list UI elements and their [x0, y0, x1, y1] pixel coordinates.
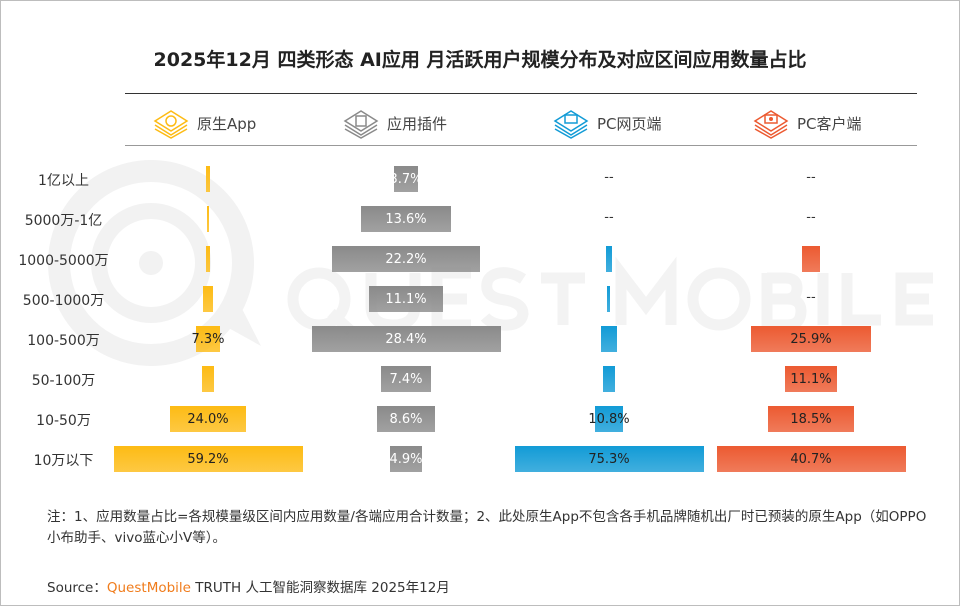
data-label: 25.9%	[790, 331, 832, 347]
bar	[607, 286, 611, 312]
data-label: 59.2%	[187, 451, 229, 467]
bar	[603, 366, 615, 392]
ai-plugin-icon	[343, 110, 379, 139]
data-label: 7.4%	[389, 371, 423, 387]
no-data-label: --	[604, 170, 614, 185]
data-label: 7.3%	[191, 331, 225, 347]
data-label: 11.1%	[790, 371, 832, 387]
legend-item-plugin: 应用插件	[341, 107, 447, 139]
data-label: 28.4%	[385, 331, 427, 347]
data-label: 22.2%	[385, 251, 427, 267]
legend-item-pc-web: PC网页端	[551, 107, 662, 139]
bar: 25.9%	[750, 326, 872, 352]
data-label: 18.5%	[790, 411, 832, 427]
bar: 13.6%	[360, 206, 452, 232]
bar	[606, 246, 612, 272]
bar: 11.1%	[369, 286, 443, 312]
source-line: Source：QuestMobile TRUTH 人工智能洞察数据库 2025年…	[47, 579, 450, 597]
bar: 8.6%	[377, 406, 435, 432]
data-label: 10.8%	[588, 411, 630, 427]
row-label: 50-100万	[31, 373, 96, 389]
bar	[202, 366, 214, 392]
bar: 40.7%	[716, 446, 906, 472]
bar	[203, 286, 213, 312]
data-label: 40.7%	[790, 451, 832, 467]
data-label: 11.1%	[385, 291, 427, 307]
bar	[802, 246, 820, 272]
source-prefix: Source：	[47, 580, 107, 596]
data-label: 13.6%	[385, 211, 427, 227]
row-label: 500-1000万	[22, 293, 105, 309]
header-bottom-rule	[125, 145, 917, 146]
row-label: 5000万-1亿	[24, 213, 103, 229]
bar: 59.2%	[113, 446, 303, 472]
bar	[206, 166, 210, 192]
source-brand: QuestMobile	[106, 580, 191, 596]
bar: 22.2%	[332, 246, 480, 272]
app-icon	[153, 110, 189, 139]
data-label: 3.7%	[389, 171, 423, 187]
monitor-icon	[553, 110, 589, 139]
data-label: 4.9%	[389, 451, 423, 467]
row-label: 1000-5000万	[18, 253, 109, 269]
no-data-label: --	[806, 290, 816, 305]
data-label: 75.3%	[588, 451, 630, 467]
source-text: TRUTH 人工智能洞察数据库 2025年12月	[190, 580, 450, 596]
no-data-label: --	[806, 170, 816, 185]
legend-label: 应用插件	[387, 114, 448, 133]
bar: 10.8%	[588, 406, 630, 432]
watermark-lettering	[287, 256, 933, 336]
bar: 7.3%	[191, 326, 225, 352]
bar: 18.5%	[768, 406, 854, 432]
bar: 3.7%	[389, 166, 423, 192]
bar: 11.1%	[785, 366, 837, 392]
no-data-label: --	[604, 210, 614, 225]
data-label: 24.0%	[187, 411, 229, 427]
bar: 4.9%	[389, 446, 423, 472]
no-data-label: --	[806, 210, 816, 225]
data-label: 8.6%	[389, 411, 423, 427]
legend-label: PC网页端	[597, 114, 662, 133]
row-label: 100-500万	[27, 333, 100, 349]
bar: 24.0%	[169, 406, 247, 432]
bar: 75.3%	[514, 446, 704, 472]
legend-label: 原生App	[197, 114, 257, 133]
header-top-rule	[125, 93, 917, 94]
laptop-icon	[753, 110, 789, 139]
row-label: 1亿以上	[38, 173, 89, 189]
legend-item-native-app: 原生App	[151, 107, 256, 139]
chart-title: 2025年12月 四类形态 AI应用 月活跃用户规模分布及对应区间应用数量占比	[153, 49, 807, 71]
legend-item-pc-client: PC客户端	[751, 107, 862, 139]
bar: 28.4%	[311, 326, 501, 352]
bar	[205, 246, 211, 272]
bar	[207, 206, 209, 232]
legend-label: PC客户端	[797, 114, 862, 133]
footnote: 注：1、应用数量占比=各规模量级区间内应用数量/各端应用合计数量；2、此处原生A…	[47, 509, 927, 546]
bar: 7.4%	[381, 366, 431, 392]
row-label: 10-50万	[36, 413, 91, 429]
row-label: 10万以下	[33, 453, 94, 469]
bar	[601, 326, 617, 352]
